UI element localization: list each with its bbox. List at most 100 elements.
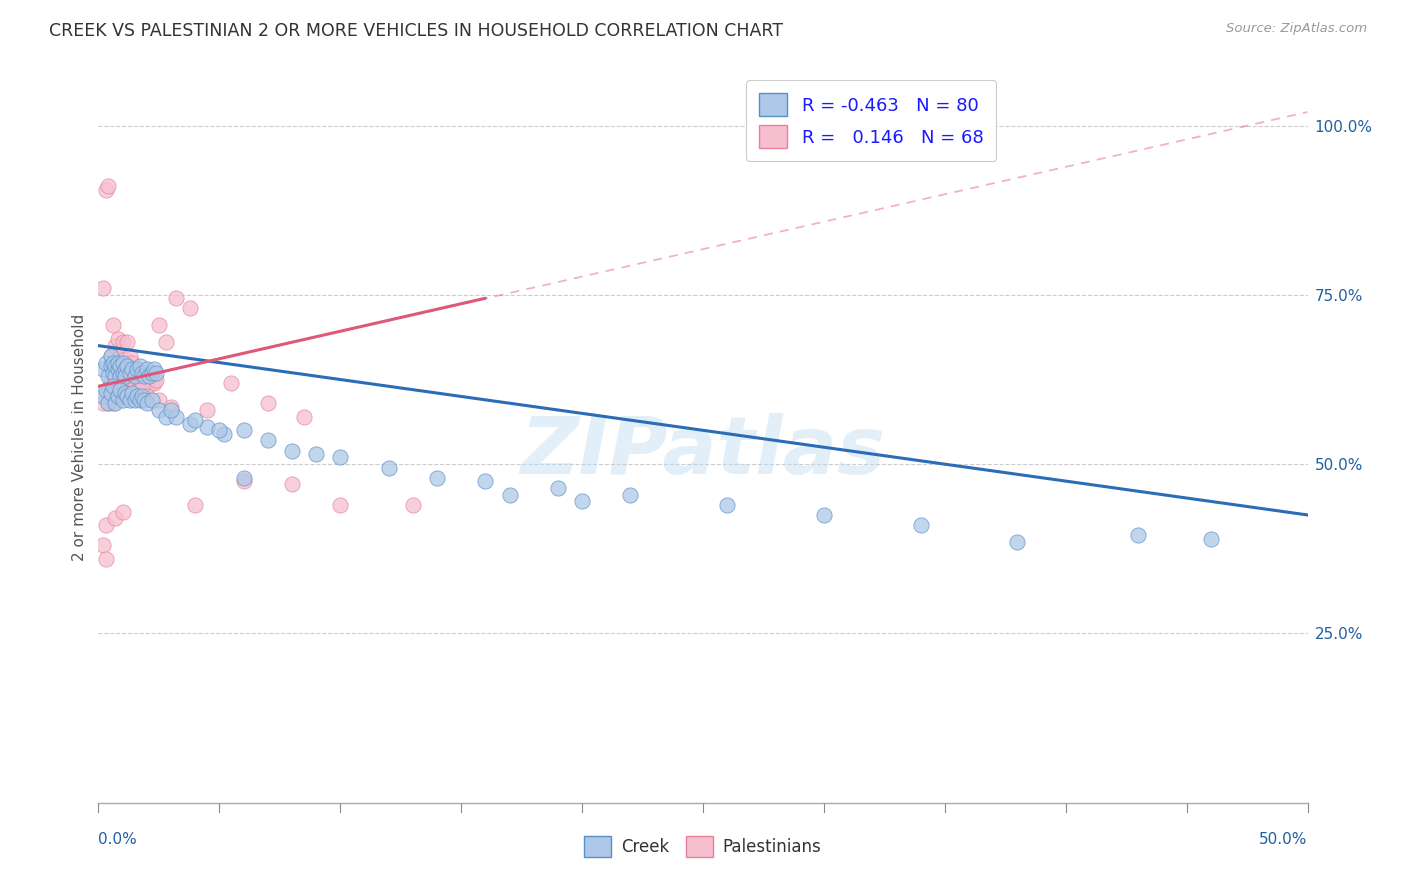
Point (135, 389, 157, 403)
Point (114, 352, 136, 367)
Point (104, 511, 127, 525)
Point (114, 362, 136, 376)
Point (111, 505, 134, 519)
Point (100, 372, 122, 386)
Point (118, 349, 141, 363)
Point (813, 508, 835, 522)
Point (619, 488, 641, 502)
Point (101, 379, 124, 393)
Point (232, 471, 254, 485)
Point (118, 379, 141, 393)
Point (111, 389, 134, 403)
Point (474, 474, 496, 488)
Point (131, 389, 153, 403)
Point (104, 389, 127, 403)
Point (121, 362, 143, 376)
Point (138, 369, 160, 384)
Point (101, 366, 124, 380)
Point (426, 471, 449, 485)
Point (114, 386, 136, 401)
Point (131, 379, 153, 393)
Point (108, 359, 131, 373)
Point (377, 460, 399, 475)
Point (131, 366, 153, 380)
Point (1128, 528, 1150, 542)
Point (104, 376, 127, 390)
Point (498, 488, 520, 502)
Point (212, 426, 235, 441)
Point (208, 423, 231, 437)
Point (97, 179, 120, 194)
Point (107, 362, 129, 376)
Point (117, 389, 139, 403)
Point (118, 366, 141, 380)
Point (127, 389, 149, 403)
Point (91, 281, 114, 295)
Point (101, 355, 124, 369)
Point (117, 389, 139, 403)
Point (100, 359, 122, 373)
Point (148, 403, 170, 417)
Point (117, 379, 139, 393)
Point (124, 366, 146, 380)
Legend: Creek, Palestinians: Creek, Palestinians (578, 830, 828, 864)
Point (179, 301, 201, 316)
Point (256, 396, 278, 410)
Point (134, 392, 156, 407)
Point (107, 369, 129, 384)
Point (281, 477, 304, 491)
Point (111, 366, 134, 380)
Point (124, 369, 146, 384)
Point (101, 396, 124, 410)
Point (117, 335, 139, 350)
Point (108, 372, 131, 386)
Point (117, 359, 139, 373)
Point (281, 443, 304, 458)
Point (148, 392, 170, 407)
Point (100, 349, 122, 363)
Point (138, 372, 160, 386)
Point (143, 376, 166, 390)
Point (94, 383, 117, 397)
Point (292, 409, 315, 424)
Point (100, 349, 122, 363)
Point (91, 362, 114, 376)
Point (107, 383, 129, 397)
Point (114, 369, 136, 384)
Point (91, 396, 114, 410)
Point (256, 434, 278, 448)
Point (128, 392, 150, 407)
Point (1007, 535, 1029, 549)
Text: Source: ZipAtlas.com: Source: ZipAtlas.com (1226, 22, 1367, 36)
Point (121, 383, 143, 397)
Point (107, 355, 129, 369)
Point (184, 413, 207, 427)
Point (131, 379, 153, 393)
Point (104, 359, 127, 373)
Point (118, 392, 141, 407)
Point (111, 376, 134, 390)
Point (716, 498, 738, 512)
Point (195, 420, 218, 434)
Point (101, 318, 124, 333)
Point (155, 409, 177, 424)
Point (127, 362, 149, 376)
Point (232, 474, 254, 488)
Point (135, 396, 157, 410)
Point (145, 366, 167, 380)
Point (128, 359, 150, 373)
Point (128, 372, 150, 386)
Point (127, 362, 149, 376)
Point (104, 369, 127, 384)
Point (108, 383, 131, 397)
Point (141, 392, 163, 407)
Point (910, 518, 932, 533)
Point (97, 396, 120, 410)
Point (571, 494, 593, 508)
Point (100, 389, 122, 403)
Point (108, 349, 131, 363)
Point (232, 423, 254, 437)
Point (141, 376, 163, 390)
Point (127, 383, 149, 397)
Point (305, 447, 328, 461)
